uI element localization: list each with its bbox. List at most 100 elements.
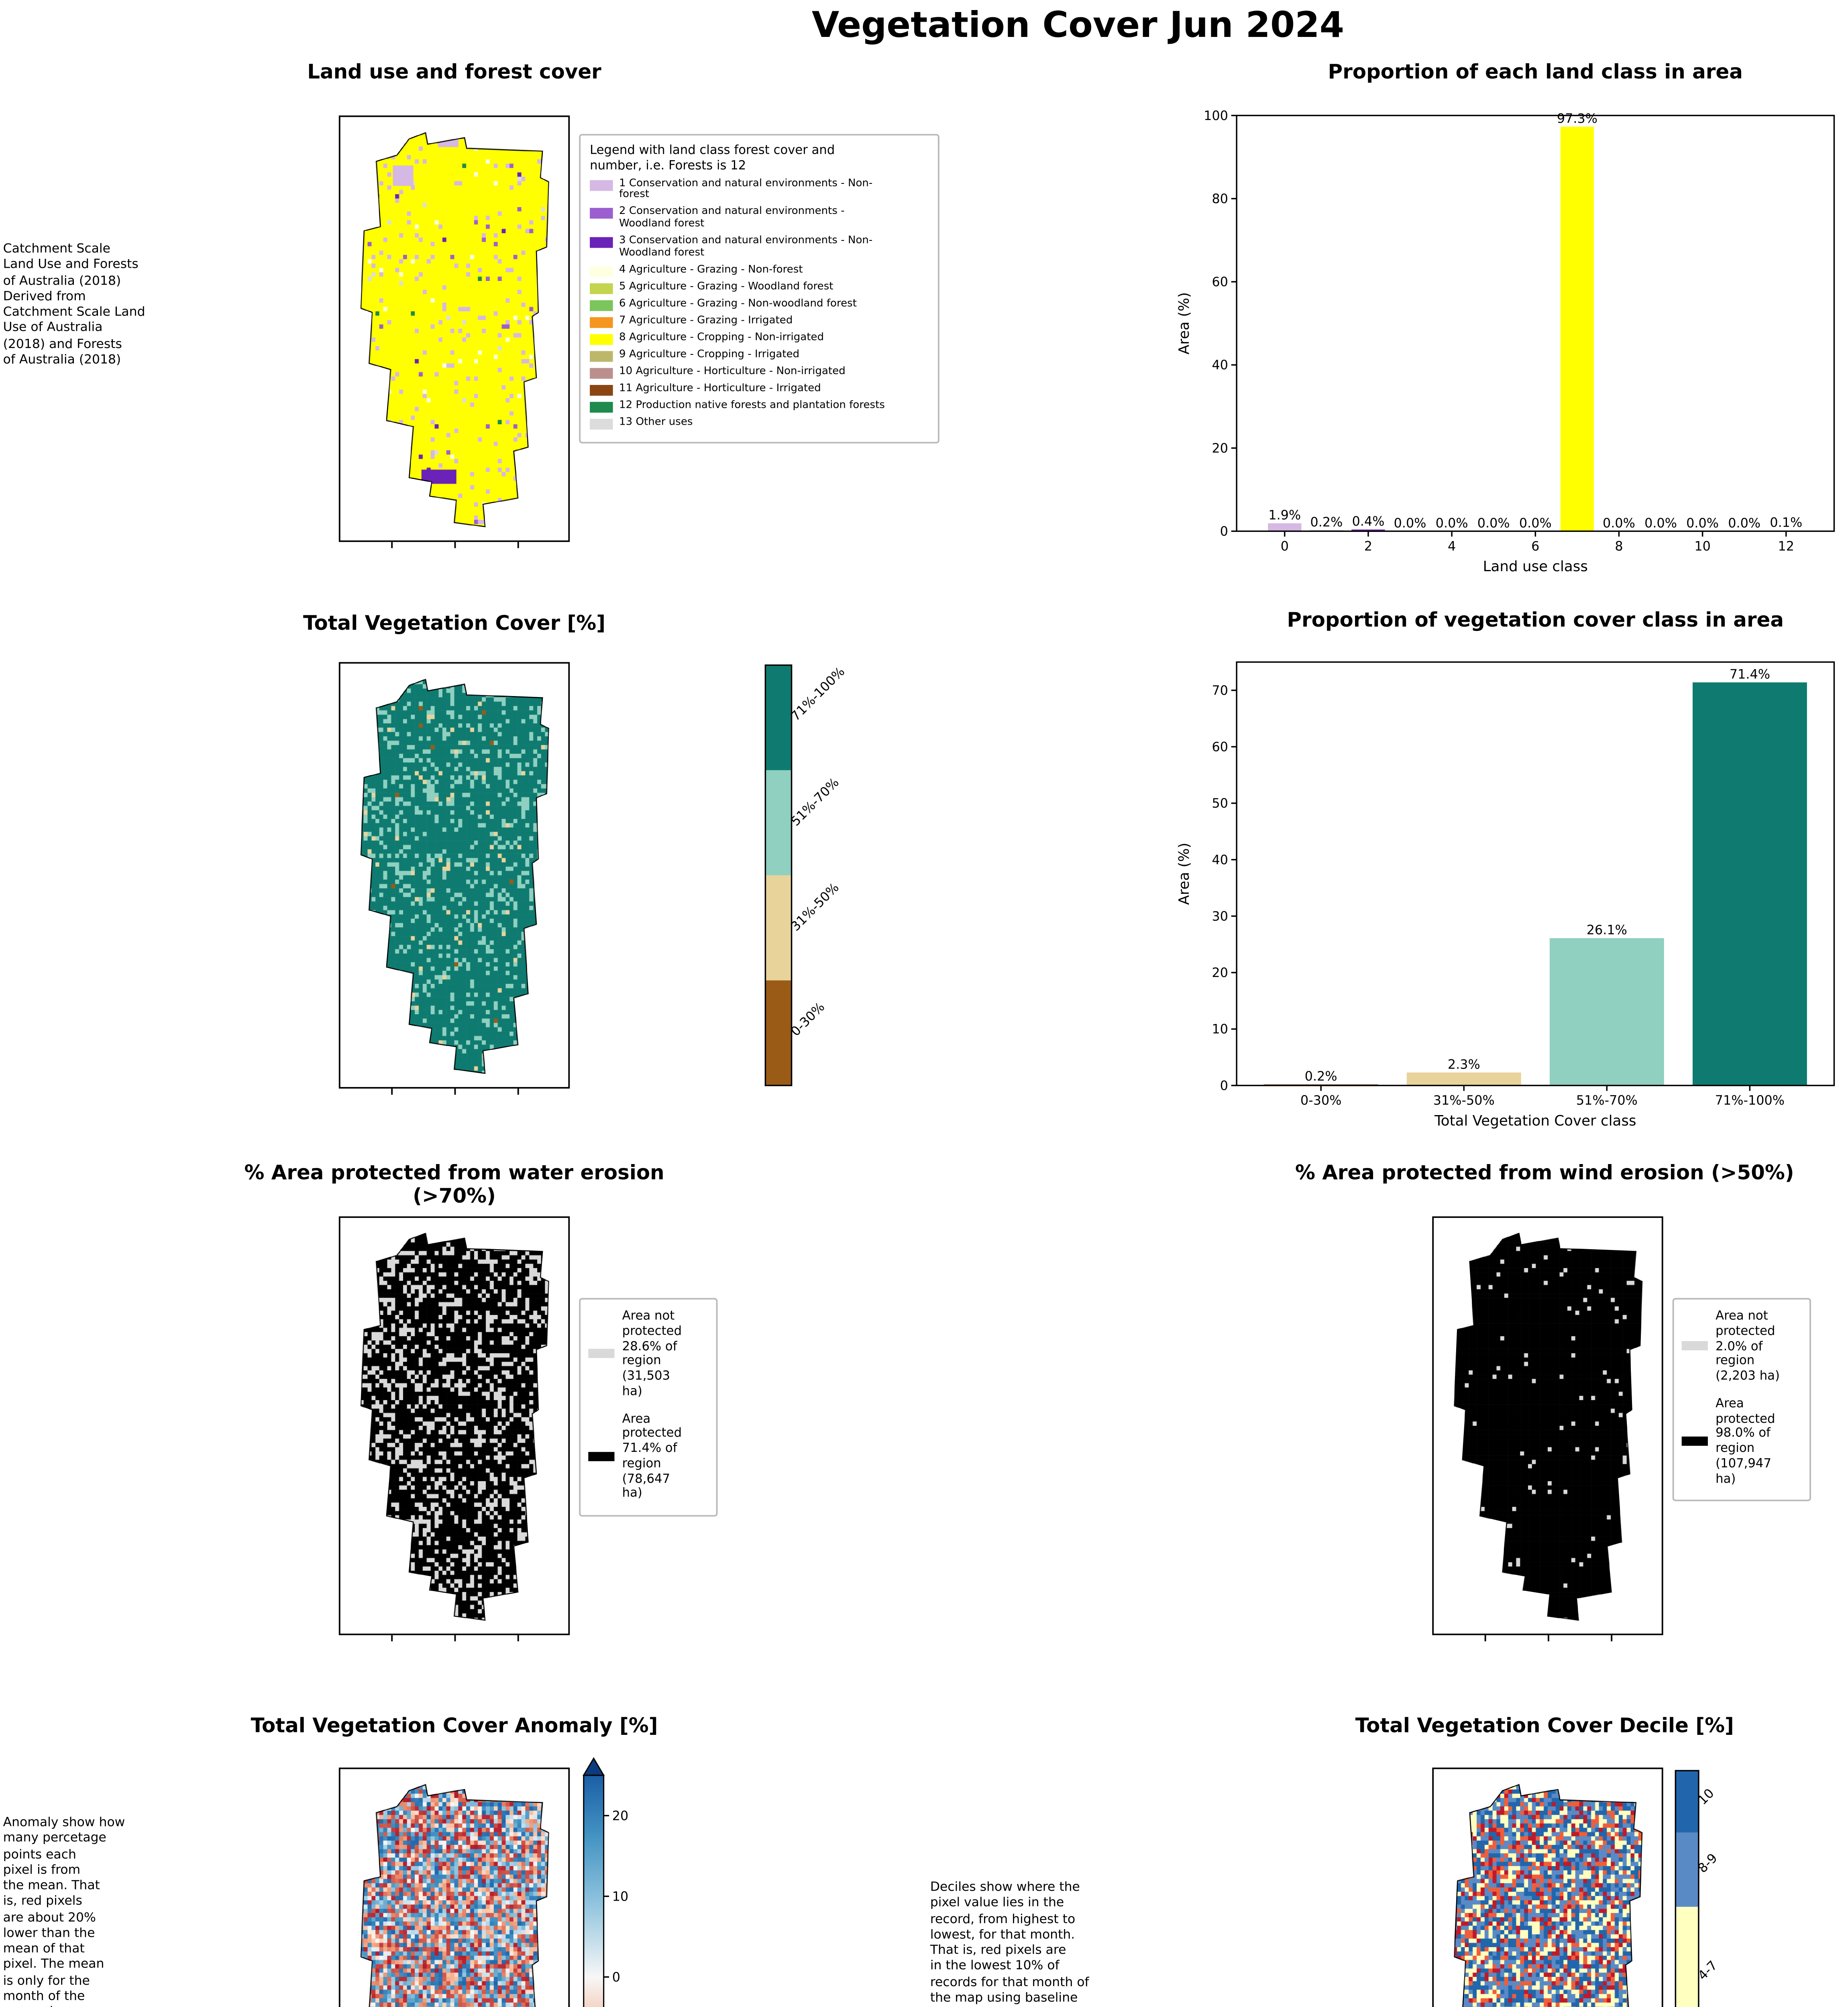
- legend-swatch: [590, 401, 613, 413]
- legend-label: 6 Agriculture - Grazing - Non-woodland f…: [619, 297, 857, 309]
- legend-label: 4 Agriculture - Grazing - Non-forest: [619, 263, 803, 275]
- legend-text: Area protected 98.0% of region (107,947 …: [1716, 1396, 1775, 1485]
- legend-title-line1: Legend with land class forest cover and: [590, 143, 835, 157]
- bar-value-label: 97.3%: [1557, 111, 1597, 126]
- axis-tick: [1611, 1635, 1613, 1641]
- x-tick-label: 31%-50%: [1433, 1093, 1495, 1108]
- land-use-legend-items: 1 Conservation and natural environments …: [590, 177, 929, 429]
- water-erosion-legend: Area not protected 28.6% of region (31,5…: [579, 1298, 718, 1517]
- legend-item: 7 Agriculture - Grazing - Irrigated: [590, 314, 929, 328]
- y-tick-label: 40: [1212, 357, 1229, 372]
- bar-value-label: 0.1%: [1770, 515, 1802, 530]
- decile-map-canvas: [1434, 1769, 1662, 2007]
- land-class-bar-chart: 1.9% 0.2% 0.4% 0.0% 0.0% 0.0% 0.0% 97.3% 0.0% 0.0…: [1170, 92, 1848, 603]
- veg-class-bar-chart: 0.2% 2.3% 26.1% 71.4% 0 10 20 30 40 50 60 70 0-30% 31…: [1170, 639, 1848, 1147]
- bar-value-label: 0.0%: [1477, 515, 1510, 531]
- y-tick-label: 50: [1212, 796, 1229, 811]
- x-tick-label: 12: [1778, 538, 1795, 554]
- bar-value-label: 0.0%: [1519, 515, 1552, 531]
- veg-cover-map: [338, 662, 570, 1095]
- axis-tick: [390, 1635, 392, 1641]
- legend-swatch: [1681, 1341, 1708, 1351]
- legend-item: 5 Agriculture - Grazing - Woodland fores…: [590, 280, 929, 294]
- land-use-map-canvas: [340, 117, 568, 541]
- legend-label: 13 Other uses: [619, 415, 693, 428]
- colorbar-label: 51%-70%: [788, 775, 842, 829]
- legend-swatch: [590, 317, 613, 328]
- legend-item: 4 Agriculture - Grazing - Non-forest: [590, 263, 929, 277]
- bar-value-label: 0.0%: [1436, 515, 1468, 531]
- colorbar-segment: [765, 875, 792, 981]
- legend-label: 8 Agriculture - Cropping - Non-irrigated: [619, 330, 824, 343]
- bar-value-label: 0.2%: [1305, 1069, 1337, 1084]
- axis-tick: [390, 542, 392, 548]
- bar-value-label: 0.0%: [1394, 515, 1426, 531]
- bar: [1268, 523, 1302, 531]
- legend-item: 10 Agriculture - Horticulture - Non-irri…: [590, 364, 929, 379]
- legend-swatch: [590, 367, 613, 379]
- land-use-source-note: Catchment Scale Land Use and Forests of …: [3, 240, 145, 366]
- land-use-legend: Legend with land class forest cover and …: [579, 134, 939, 443]
- bar: [1549, 938, 1664, 1086]
- legend-label: 2 Conservation and natural environments …: [619, 205, 845, 230]
- anomaly-note: Anomaly show how many percetage points e…: [3, 1814, 125, 2007]
- legend-entry: Area protected 98.0% of region (107,947 …: [1681, 1396, 1802, 1486]
- land-class-chart-svg: 1.9% 0.2% 0.4% 0.0% 0.0% 0.0% 0.0% 97.3% 0.0% 0.0…: [1176, 108, 1835, 575]
- legend-item: 9 Agriculture - Cropping - Irrigated: [590, 347, 929, 362]
- x-axis-label: Land use class: [1483, 558, 1588, 575]
- legend-item: 12 Production native forests and plantat…: [590, 398, 929, 413]
- legend-label: 12 Production native forests and plantat…: [619, 398, 885, 411]
- y-tick-label: 40: [1212, 852, 1229, 867]
- water-erosion-map-title: % Area protected from water erosion (>70…: [244, 1162, 664, 1209]
- legend-item: 2 Conservation and natural environments …: [590, 205, 929, 231]
- anomaly-map-title: Total Vegetation Cover Anomaly [%]: [251, 1715, 658, 1738]
- colorbar-label: 0-30%: [788, 999, 827, 1039]
- wind-erosion-map-title: % Area protected from wind erosion (>50%…: [1295, 1162, 1794, 1186]
- legend-swatch: [1681, 1436, 1708, 1446]
- bar: [1692, 682, 1807, 1086]
- bar-value-label: 0.0%: [1728, 515, 1760, 531]
- decile-colorbar: 108-94-72-31: [1663, 1755, 1833, 2007]
- legend-label: 3 Conservation and natural environments …: [619, 234, 873, 259]
- x-tick-label: 0-30%: [1300, 1093, 1341, 1108]
- y-tick-label: 100: [1204, 108, 1228, 123]
- colorbar-segment: [765, 665, 792, 770]
- veg-cover-map-canvas: [340, 664, 568, 1087]
- legend-item: 13 Other uses: [590, 415, 929, 429]
- colorbar-label: 71%-100%: [788, 664, 848, 724]
- bar: [1351, 529, 1385, 531]
- legend-label: 9 Agriculture - Cropping - Irrigated: [619, 347, 800, 360]
- bar: [1406, 1072, 1521, 1086]
- anomaly-map-canvas: [340, 1769, 568, 2007]
- x-axis-label: Total Vegetation Cover class: [1434, 1113, 1636, 1129]
- legend-text: Area protected 71.4% of region (78,647 h…: [622, 1411, 682, 1500]
- axis-tick: [518, 1088, 520, 1095]
- legend-swatch: [590, 266, 613, 277]
- legend-label: 10 Agriculture - Horticulture - Non-irri…: [619, 364, 846, 377]
- legend-entry: Area not protected 2.0% of region (2,203…: [1681, 1309, 1802, 1384]
- y-tick-label: 60: [1212, 274, 1229, 289]
- bar-value-label: 0.2%: [1310, 515, 1343, 530]
- legend-item: 1 Conservation and natural environments …: [590, 177, 929, 202]
- colorbar-segment: [765, 980, 792, 1086]
- colorbar-label: 31%-50%: [788, 880, 842, 934]
- legend-item: 6 Agriculture - Grazing - Non-woodland f…: [590, 297, 929, 311]
- bar-value-label: 0.4%: [1352, 514, 1385, 529]
- legend-swatch: [590, 208, 613, 219]
- land-use-map-title: Land use and forest cover: [307, 61, 601, 85]
- wind-erosion-map: [1432, 1216, 1663, 1641]
- veg-class-chart-svg: 0.2% 2.3% 26.1% 71.4% 0 10 20 30 40 50 60 70 0-30% 31…: [1176, 661, 1835, 1129]
- y-axis-label: Area (%): [1176, 292, 1192, 354]
- legend-item: 8 Agriculture - Cropping - Non-irrigated: [590, 330, 929, 345]
- legend-entry: Area not protected 28.6% of region (31,5…: [588, 1309, 708, 1398]
- y-tick-label: 20: [1212, 440, 1229, 456]
- x-tick-label: 2: [1364, 538, 1372, 554]
- legend-title-line2: number, i.e. Forests is 12: [590, 158, 746, 172]
- decile-colorbar-svg: 108-94-72-31: [1675, 1770, 1720, 2007]
- axis-tick: [1548, 1635, 1549, 1641]
- legend-swatch: [588, 1349, 615, 1359]
- water-erosion-map-canvas: [340, 1218, 568, 1634]
- axis-tick: [1484, 1635, 1485, 1641]
- y-axis-label: Area (%): [1176, 843, 1192, 905]
